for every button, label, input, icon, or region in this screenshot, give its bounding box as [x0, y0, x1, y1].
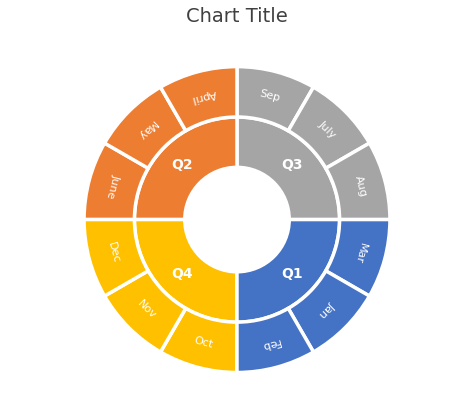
Text: July: July: [317, 119, 338, 140]
Text: Sep: Sep: [259, 89, 282, 104]
Circle shape: [185, 167, 289, 272]
Text: Aug: Aug: [353, 175, 368, 198]
Text: Mar: Mar: [353, 241, 368, 264]
Wedge shape: [237, 66, 313, 131]
Wedge shape: [237, 117, 339, 220]
Wedge shape: [288, 87, 369, 168]
Wedge shape: [135, 220, 237, 322]
Text: Q4: Q4: [172, 267, 193, 281]
Text: Q1: Q1: [281, 267, 302, 281]
Wedge shape: [161, 66, 237, 131]
Text: Q3: Q3: [281, 158, 302, 172]
Wedge shape: [161, 309, 237, 373]
Wedge shape: [326, 220, 390, 296]
Text: Nov: Nov: [136, 299, 158, 321]
Text: May: May: [135, 118, 158, 141]
Text: Dec: Dec: [106, 241, 121, 264]
Wedge shape: [84, 143, 148, 220]
Title: Chart Title: Chart Title: [186, 7, 288, 26]
Text: Feb: Feb: [259, 336, 281, 350]
Text: June: June: [106, 173, 122, 199]
Text: Oct: Oct: [193, 336, 215, 350]
Wedge shape: [105, 271, 186, 352]
Wedge shape: [237, 309, 313, 373]
Wedge shape: [84, 220, 148, 296]
Wedge shape: [326, 143, 390, 220]
Text: Jan: Jan: [318, 300, 337, 320]
Wedge shape: [135, 117, 237, 220]
Wedge shape: [105, 87, 186, 168]
Text: Q2: Q2: [172, 158, 193, 172]
Text: April: April: [191, 88, 218, 104]
Wedge shape: [237, 220, 339, 322]
Wedge shape: [288, 271, 369, 352]
